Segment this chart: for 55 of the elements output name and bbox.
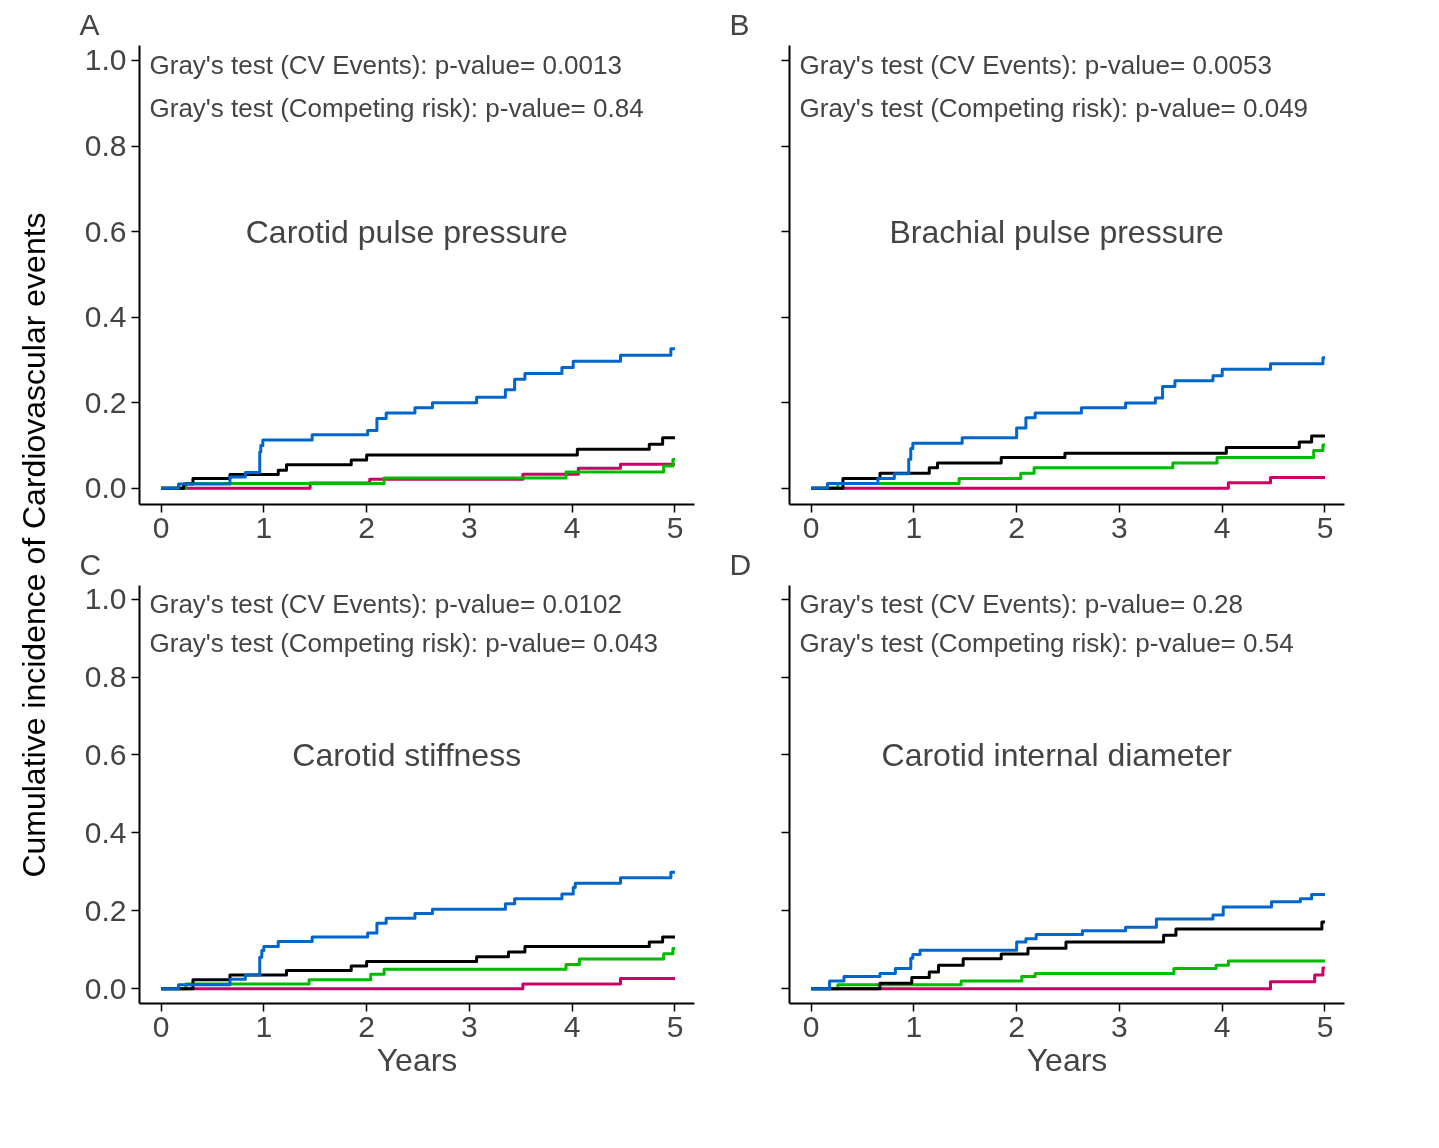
chart-title: D bbox=[729, 547, 752, 581]
x-tick-label: 1 bbox=[255, 1009, 273, 1043]
x-tick-label: 5 bbox=[666, 1009, 684, 1043]
annotation: Carotid internal diameter bbox=[881, 736, 1233, 773]
x-tick-label: 0 bbox=[802, 510, 820, 544]
x-tick-label: 3 bbox=[1111, 510, 1128, 544]
chart-title: A bbox=[79, 7, 100, 41]
y-tick-label: 1.0 bbox=[84, 582, 127, 616]
annotation: Gray's test (Competing risk): p-value= 0.049 bbox=[799, 92, 1309, 123]
x-tick-label: 0 bbox=[802, 1009, 820, 1043]
annotation: Carotid pulse pressure bbox=[245, 213, 568, 250]
annotation: Gray's test (Competing risk): p-value= 0.54 bbox=[799, 628, 1294, 659]
x-tick-label: 4 bbox=[1213, 510, 1231, 544]
annotation: Gray's test (CV Events): p-value= 0.0013 bbox=[149, 49, 622, 80]
x-tick-label: 4 bbox=[563, 510, 581, 544]
annotation: Brachial pulse pressure bbox=[889, 213, 1224, 250]
y-tick-label: 0.6 bbox=[84, 737, 127, 771]
y-tick-label: 0.4 bbox=[84, 300, 127, 334]
x-tick-label: 0 bbox=[152, 1009, 170, 1043]
y-tick-label: 1.0 bbox=[84, 43, 127, 77]
annotation: Gray's test (Competing risk): p-value= 0.84 bbox=[149, 92, 644, 123]
x-tick-label: 2 bbox=[1008, 1009, 1025, 1043]
x-tick-label: 4 bbox=[563, 1009, 581, 1043]
chart-title: C bbox=[79, 547, 102, 581]
y-tick-label: 0.2 bbox=[84, 385, 127, 419]
annotation: Gray's test (Competing risk): p-value= 0.043 bbox=[149, 628, 659, 659]
annotation: Gray's test (CV Events): p-value= 0.0053 bbox=[799, 49, 1272, 80]
x-tick-label: 3 bbox=[461, 510, 478, 544]
y-tick-label: 0.8 bbox=[84, 129, 127, 163]
x-tick-label: 5 bbox=[1316, 1009, 1334, 1043]
y-tick-label: 0.6 bbox=[84, 214, 127, 248]
x-tick-label: 2 bbox=[1008, 510, 1025, 544]
x-tick-label: 0 bbox=[152, 510, 170, 544]
x-tick-label: 1 bbox=[905, 510, 923, 544]
x-tick-label: 2 bbox=[358, 510, 375, 544]
y-axis-title: Cumulative incidence of Cardiovascular events bbox=[15, 212, 54, 878]
annotation: Gray's test (CV Events): p-value= 0.28 bbox=[799, 589, 1244, 620]
y-tick-label: 0.0 bbox=[84, 471, 127, 505]
y-tick-label: 0.8 bbox=[84, 660, 127, 694]
y-tick-label: 0.0 bbox=[84, 971, 127, 1005]
x-tick-label: 1 bbox=[255, 510, 273, 544]
x-tick-label: 5 bbox=[1316, 510, 1334, 544]
x-tick-label: 2 bbox=[358, 1009, 375, 1043]
x-axis-title: Years bbox=[1026, 1041, 1108, 1078]
x-tick-label: 1 bbox=[905, 1009, 923, 1043]
annotation: Gray's test (CV Events): p-value= 0.0102 bbox=[149, 589, 622, 620]
annotation: Carotid stiffness bbox=[292, 736, 522, 773]
y-tick-label: 0.4 bbox=[84, 815, 127, 849]
chart-title: B bbox=[729, 7, 750, 41]
x-tick-label: 3 bbox=[1111, 1009, 1128, 1043]
x-tick-label: 3 bbox=[461, 1009, 478, 1043]
y-tick-label: 0.2 bbox=[84, 893, 127, 927]
x-tick-label: 4 bbox=[1213, 1009, 1231, 1043]
x-tick-label: 5 bbox=[666, 510, 684, 544]
x-axis-title: Years bbox=[376, 1041, 458, 1078]
